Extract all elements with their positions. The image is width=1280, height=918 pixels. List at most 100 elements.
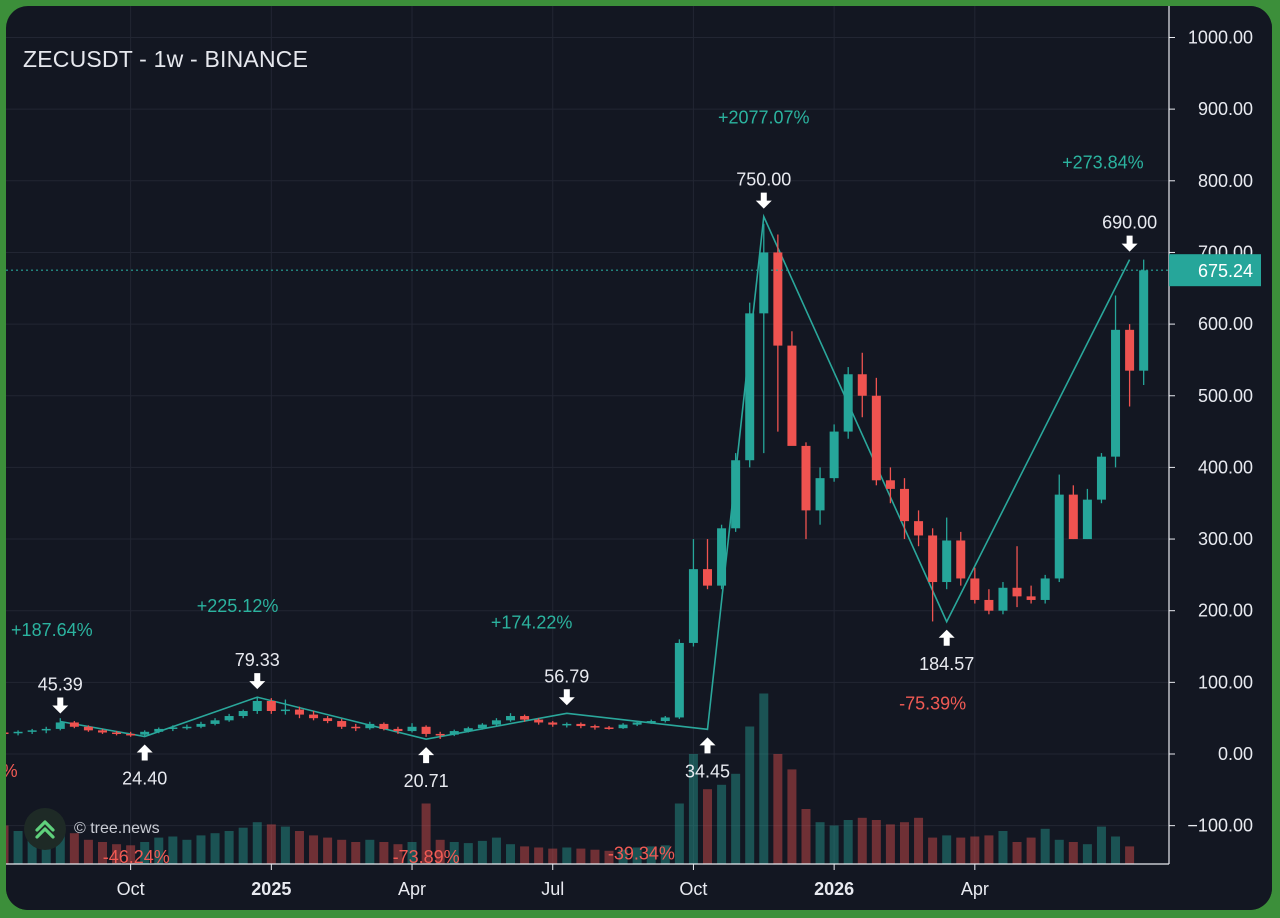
candle[interactable]: [984, 599, 994, 611]
candle[interactable]: [604, 727, 614, 729]
candle[interactable]: [69, 722, 79, 727]
candle[interactable]: [154, 728, 164, 732]
candle[interactable]: [815, 478, 825, 511]
candle[interactable]: [576, 723, 586, 727]
candle[interactable]: [97, 730, 107, 733]
candle[interactable]: [224, 716, 234, 721]
candle[interactable]: [309, 714, 319, 719]
candle[interactable]: [914, 521, 924, 536]
candle[interactable]: [548, 722, 558, 725]
candle[interactable]: [942, 540, 952, 583]
candle[interactable]: [801, 445, 811, 511]
candle[interactable]: [928, 535, 938, 583]
candle[interactable]: [126, 733, 136, 736]
candle[interactable]: [365, 723, 375, 729]
candle[interactable]: [970, 578, 980, 600]
candle[interactable]: [590, 726, 600, 728]
candle[interactable]: [773, 252, 783, 346]
candlestick-chart[interactable]: 45.39 24.40 79.33 20.71 56.79 34.45 750.00 184.…: [6, 6, 1272, 910]
volume-bar: [1096, 826, 1106, 864]
candle[interactable]: [787, 345, 797, 446]
candle[interactable]: [1054, 494, 1064, 579]
candle[interactable]: [252, 700, 262, 712]
candle[interactable]: [351, 726, 361, 729]
loss-percent-label: -73.89%: [393, 847, 460, 867]
candle[interactable]: [885, 480, 895, 489]
candle[interactable]: [6, 732, 9, 735]
candle[interactable]: [1096, 456, 1106, 500]
candle[interactable]: [1111, 329, 1121, 457]
candle[interactable]: [1139, 270, 1149, 371]
candle[interactable]: [196, 723, 206, 727]
candle[interactable]: [618, 724, 628, 729]
candle[interactable]: [632, 722, 642, 725]
candle[interactable]: [168, 727, 178, 729]
candle[interactable]: [857, 374, 867, 396]
candle[interactable]: [1040, 578, 1050, 600]
candle[interactable]: [1125, 329, 1135, 371]
candle[interactable]: [731, 460, 741, 529]
candle[interactable]: [379, 723, 389, 729]
candle[interactable]: [421, 726, 431, 734]
candle[interactable]: [1082, 499, 1092, 540]
candle[interactable]: [660, 717, 670, 722]
candle[interactable]: [323, 718, 333, 722]
candle[interactable]: [280, 709, 290, 712]
candle[interactable]: [674, 642, 684, 718]
candle[interactable]: [27, 730, 37, 732]
candle[interactable]: [1068, 494, 1078, 540]
candle[interactable]: [140, 731, 150, 735]
candle[interactable]: [843, 374, 853, 432]
candle[interactable]: [520, 716, 530, 720]
candle[interactable]: [759, 252, 769, 314]
candle[interactable]: [238, 711, 248, 717]
arrow-up-icon: [136, 744, 153, 761]
candle[interactable]: [41, 728, 51, 731]
candle[interactable]: [337, 721, 347, 727]
volume-bar: [871, 820, 881, 864]
candle[interactable]: [294, 709, 304, 715]
candle[interactable]: [210, 720, 220, 724]
candle[interactable]: [829, 431, 839, 479]
arrow-down-icon: [1121, 235, 1138, 252]
y-tick-label: 400.00: [1198, 457, 1253, 477]
candle[interactable]: [266, 700, 276, 712]
volume-bar: [604, 850, 614, 864]
y-tick-label: 300.00: [1198, 529, 1253, 549]
candle[interactable]: [407, 726, 417, 732]
candle[interactable]: [55, 722, 65, 729]
candle[interactable]: [83, 726, 93, 731]
candle[interactable]: [112, 732, 122, 735]
candle[interactable]: [1026, 596, 1036, 600]
candle[interactable]: [506, 716, 516, 721]
candle[interactable]: [534, 719, 544, 723]
x-tick-label: Apr: [961, 879, 989, 899]
candle[interactable]: [463, 728, 473, 732]
candle[interactable]: [491, 720, 501, 725]
candle[interactable]: [717, 528, 727, 586]
x-tick-label: Oct: [117, 879, 145, 899]
candle[interactable]: [871, 395, 881, 481]
candle[interactable]: [998, 587, 1008, 611]
candle[interactable]: [562, 723, 572, 726]
candle[interactable]: [13, 731, 23, 734]
last-price-badge: [1169, 254, 1261, 287]
candle[interactable]: [703, 569, 712, 586]
candle[interactable]: [646, 721, 656, 723]
pivot-label: 20.71: [404, 771, 449, 791]
candle[interactable]: [956, 540, 966, 579]
candle[interactable]: [899, 488, 909, 522]
y-tick-label: 1000.00: [1188, 28, 1253, 48]
volume-bar: [548, 848, 558, 864]
candle[interactable]: [435, 733, 445, 736]
candle[interactable]: [745, 313, 755, 461]
volume-bar: [168, 836, 178, 864]
candle[interactable]: [1012, 587, 1022, 597]
candle[interactable]: [182, 726, 192, 729]
candle[interactable]: [393, 728, 403, 732]
chart-panel[interactable]: 45.39 24.40 79.33 20.71 56.79 34.45 750.00 184.…: [6, 6, 1272, 910]
candle[interactable]: [449, 731, 459, 735]
volume-bar: [309, 835, 319, 864]
candle[interactable]: [688, 569, 698, 643]
candle[interactable]: [477, 724, 487, 729]
